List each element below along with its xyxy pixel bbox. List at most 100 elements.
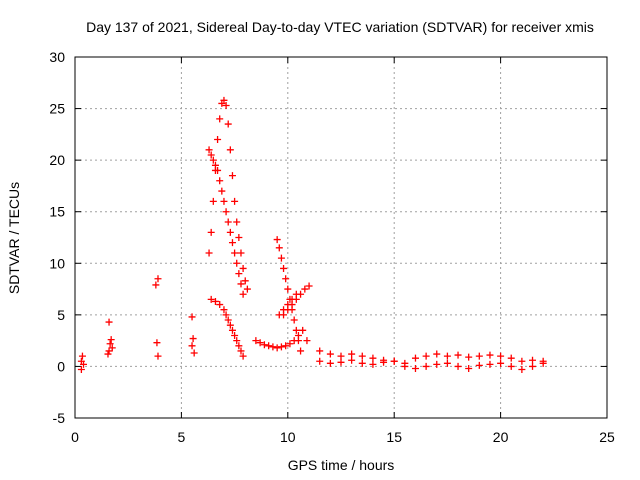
data-point	[282, 342, 290, 350]
data-point	[237, 249, 245, 257]
data-point	[226, 321, 234, 329]
data-point	[299, 326, 307, 334]
data-point	[294, 331, 302, 339]
data-point	[237, 280, 245, 288]
data-point	[290, 316, 298, 324]
data-point	[316, 357, 324, 365]
data-point	[326, 350, 334, 358]
y-axis-label: SDTVAR / TECUs	[6, 182, 22, 294]
data-point	[211, 297, 219, 305]
data-point	[231, 331, 239, 339]
data-point	[518, 357, 526, 365]
data-point	[241, 277, 249, 285]
data-point	[433, 360, 441, 368]
axis-ticks	[74, 56, 608, 419]
data-point	[411, 364, 419, 372]
x-tick-label: 25	[599, 429, 615, 445]
data-point	[358, 359, 366, 367]
data-point	[486, 360, 494, 368]
data-point	[348, 350, 356, 358]
data-point	[153, 339, 161, 347]
data-point	[277, 254, 285, 262]
data-point	[358, 352, 366, 360]
data-point	[497, 352, 505, 360]
data-point	[239, 352, 247, 360]
y-tick-label: 0	[57, 358, 65, 374]
data-point	[260, 341, 268, 349]
data-point	[390, 357, 398, 365]
data-point	[231, 249, 239, 257]
data-point	[454, 362, 462, 370]
data-point	[107, 336, 115, 344]
x-tick-label: 15	[386, 429, 402, 445]
y-tick-label: 30	[49, 49, 65, 65]
data-point	[209, 197, 217, 205]
data-point	[301, 285, 309, 293]
data-point	[443, 359, 451, 367]
y-tick-label: 15	[49, 204, 65, 220]
data-point	[297, 290, 305, 298]
data-point	[214, 136, 222, 144]
data-point	[211, 161, 219, 169]
series-tail	[316, 347, 547, 374]
data-point	[337, 358, 345, 366]
data-point	[454, 351, 462, 359]
series-mid-cluster	[252, 290, 311, 352]
data-point	[369, 360, 377, 368]
data-point	[316, 347, 324, 355]
data-point	[348, 356, 356, 364]
data-point	[275, 244, 283, 252]
data-point	[231, 197, 239, 205]
data-point	[233, 259, 241, 267]
data-point	[475, 361, 483, 369]
data-point	[401, 362, 409, 370]
data-point	[188, 313, 196, 321]
data-point	[235, 270, 243, 278]
data-point	[337, 352, 345, 360]
data-point	[282, 275, 290, 283]
data-point	[265, 342, 273, 350]
data-point	[207, 295, 215, 303]
data-point	[239, 264, 247, 272]
y-tick-labels: -5 0 5 10 15 20 25 30	[49, 49, 65, 426]
x-tick-label: 10	[280, 429, 296, 445]
data-point	[277, 343, 285, 351]
data-point	[507, 354, 515, 362]
data-point	[288, 301, 296, 309]
data-point	[209, 156, 217, 164]
data-point	[220, 96, 228, 104]
data-point	[207, 228, 215, 236]
data-point	[108, 344, 116, 352]
data-point	[433, 350, 441, 358]
data-point	[380, 358, 388, 366]
y-tick-label: 25	[49, 101, 65, 117]
data-point	[205, 249, 213, 257]
data-point	[303, 337, 311, 345]
data-point	[104, 350, 112, 358]
x-tick-labels: 0 5 10 15 20 25	[71, 429, 615, 445]
data-point	[207, 151, 215, 159]
data-point	[529, 362, 537, 370]
data-point	[80, 360, 88, 368]
data-point	[228, 326, 236, 334]
y-tick-label: -5	[53, 410, 66, 426]
data-point	[154, 275, 162, 283]
data-point	[273, 236, 281, 244]
data-point	[218, 187, 226, 195]
data-point	[224, 120, 232, 128]
data-point	[228, 239, 236, 247]
series-branch-up	[280, 282, 313, 319]
data-point	[188, 342, 196, 350]
grid-lines	[75, 57, 607, 418]
data-point	[465, 364, 473, 372]
data-point	[105, 347, 113, 355]
series-early-bursts	[77, 275, 198, 374]
data-point	[222, 311, 230, 319]
y-tick-label: 10	[49, 255, 65, 271]
data-point	[292, 326, 300, 334]
data-point	[189, 335, 197, 343]
series-fall-left	[205, 146, 247, 298]
x-tick-label: 20	[493, 429, 509, 445]
data-point	[518, 366, 526, 374]
